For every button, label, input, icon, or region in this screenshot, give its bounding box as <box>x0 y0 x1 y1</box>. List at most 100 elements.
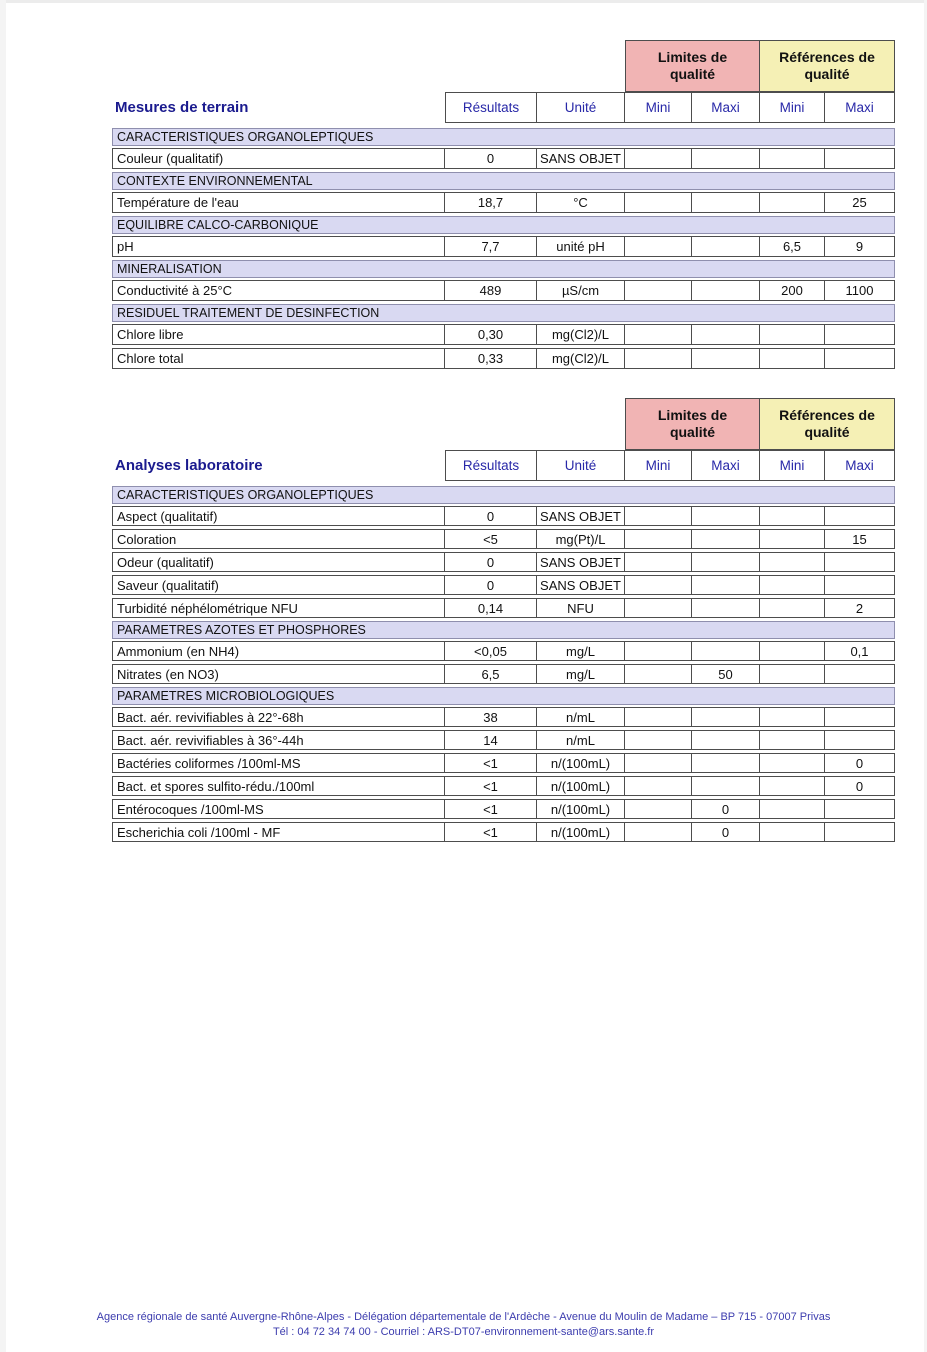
reference-mini-column-header: Mini <box>760 450 825 481</box>
unit-cell: µS/cm <box>537 280 625 301</box>
unit-column-header: Unité <box>537 450 625 481</box>
limit-maxi-cell <box>692 324 760 345</box>
reference-maxi-cell <box>825 730 895 750</box>
limit-maxi-cell <box>692 148 760 169</box>
reference-mini-cell <box>760 552 825 572</box>
parameter-name-cell: Température de l'eau <box>112 192 445 213</box>
scan-edge-left <box>0 0 6 1352</box>
footer-address-line: Agence régionale de santé Auvergne-Rhône… <box>96 1311 831 1323</box>
result-cell: <1 <box>445 776 537 796</box>
limit-mini-cell <box>625 822 692 842</box>
parameter-name-cell: Odeur (qualitatif) <box>112 552 445 572</box>
reference-mini-column-header: Mini <box>760 92 825 123</box>
reference-maxi-cell: 25 <box>825 192 895 213</box>
table-row: Coloration <5 mg(Pt)/L 15 <box>112 529 895 549</box>
reference-mini-cell <box>760 575 825 595</box>
result-cell: <1 <box>445 799 537 819</box>
reference-maxi-cell <box>825 148 895 169</box>
limit-maxi-cell <box>692 529 760 549</box>
reference-maxi-cell <box>825 552 895 572</box>
table-row: Chlore libre 0,30 mg(Cl2)/L <box>112 324 895 345</box>
result-cell: 0 <box>445 148 537 169</box>
result-cell: 14 <box>445 730 537 750</box>
limit-mini-cell <box>625 552 692 572</box>
parameter-name-cell: Bact. aér. revivifiables à 36°-44h <box>112 730 445 750</box>
reference-mini-cell <box>760 529 825 549</box>
reference-maxi-cell: 0 <box>825 753 895 773</box>
result-cell: <1 <box>445 822 537 842</box>
reference-maxi-cell <box>825 799 895 819</box>
reference-mini-cell <box>760 730 825 750</box>
parameter-name-cell: Coloration <box>112 529 445 549</box>
parameter-name-cell: Nitrates (en NO3) <box>112 664 445 684</box>
result-cell: 7,7 <box>445 236 537 257</box>
parameter-name-cell: Entérocoques /100ml-MS <box>112 799 445 819</box>
reference-maxi-cell: 15 <box>825 529 895 549</box>
references-of-quality-header: Références de qualité <box>760 40 895 92</box>
table-row: Ammonium (en NH4) <0,05 mg/L 0,1 <box>112 641 895 661</box>
table-row: Entérocoques /100ml-MS <1 n/(100mL) 0 <box>112 799 895 819</box>
parameter-name-cell: Saveur (qualitatif) <box>112 575 445 595</box>
reference-mini-cell <box>760 776 825 796</box>
reference-maxi-cell: 9 <box>825 236 895 257</box>
limit-mini-cell <box>625 192 692 213</box>
table-title: Mesures de terrain <box>115 99 249 116</box>
result-cell: 0,33 <box>445 348 537 369</box>
limit-maxi-cell: 0 <box>692 799 760 819</box>
result-cell: 0,30 <box>445 324 537 345</box>
limit-maxi-cell: 50 <box>692 664 760 684</box>
limit-mini-cell <box>625 730 692 750</box>
limit-mini-cell <box>625 348 692 369</box>
unit-column-header: Unité <box>537 92 625 123</box>
limit-mini-cell <box>625 280 692 301</box>
limit-mini-cell <box>625 529 692 549</box>
reference-maxi-cell <box>825 506 895 526</box>
section-header-row: EQUILIBRE CALCO-CARBONIQUE <box>112 216 895 234</box>
reference-mini-cell <box>760 506 825 526</box>
parameter-name-cell: Aspect (qualitatif) <box>112 506 445 526</box>
reference-mini-cell <box>760 641 825 661</box>
unit-cell: mg(Cl2)/L <box>537 324 625 345</box>
reference-maxi-cell <box>825 348 895 369</box>
unit-cell: n/mL <box>537 707 625 727</box>
reference-mini-cell <box>760 664 825 684</box>
results-column-header: Résultats <box>445 450 537 481</box>
parameter-name-cell: Conductivité à 25°C <box>112 280 445 301</box>
parameter-name-cell: Bact. aér. revivifiables à 22°-68h <box>112 707 445 727</box>
unit-cell: n/(100mL) <box>537 776 625 796</box>
table-row: Bact. et spores sulfito-rédu./100ml <1 n/(… <box>112 776 895 796</box>
table-row: Conductivité à 25°C 489 µS/cm 200 1100 <box>112 280 895 301</box>
parameter-name-cell: Couleur (qualitatif) <box>112 148 445 169</box>
parameter-name-cell: Chlore total <box>112 348 445 369</box>
limit-maxi-column-header: Maxi <box>692 450 760 481</box>
reference-mini-cell: 6,5 <box>760 236 825 257</box>
section-header-row: CARACTERISTIQUES ORGANOLEPTIQUES <box>112 128 895 146</box>
result-cell: <1 <box>445 753 537 773</box>
limit-maxi-cell <box>692 753 760 773</box>
unit-cell: SANS OBJET <box>537 506 625 526</box>
field-measures-table: Limites de qualité Références de qualité… <box>112 40 895 372</box>
reference-maxi-cell: 0 <box>825 776 895 796</box>
unit-cell: SANS OBJET <box>537 552 625 572</box>
footer-contact-line: Tél : 04 72 34 74 00 - Courriel : ARS-DT… <box>272 1326 655 1338</box>
reference-maxi-cell: 0,1 <box>825 641 895 661</box>
reference-mini-cell: 200 <box>760 280 825 301</box>
reference-maxi-cell: 2 <box>825 598 895 618</box>
reference-maxi-column-header: Maxi <box>825 92 895 123</box>
result-cell: 489 <box>445 280 537 301</box>
reference-mini-cell <box>760 348 825 369</box>
unit-cell: °C <box>537 192 625 213</box>
limit-maxi-cell <box>692 776 760 796</box>
scan-edge-top <box>0 0 927 3</box>
results-column-header: Résultats <box>445 92 537 123</box>
table-row: Bact. aér. revivifiables à 36°-44h 14 n/mL <box>112 730 895 750</box>
reference-mini-cell <box>760 324 825 345</box>
parameter-name-cell: Turbidité néphélométrique NFU <box>112 598 445 618</box>
limit-maxi-cell <box>692 730 760 750</box>
reference-maxi-cell <box>825 822 895 842</box>
limit-maxi-cell <box>692 236 760 257</box>
parameter-name-cell: Escherichia coli /100ml - MF <box>112 822 445 842</box>
result-cell: 0 <box>445 506 537 526</box>
limit-maxi-cell <box>692 575 760 595</box>
unit-cell: mg(Cl2)/L <box>537 348 625 369</box>
